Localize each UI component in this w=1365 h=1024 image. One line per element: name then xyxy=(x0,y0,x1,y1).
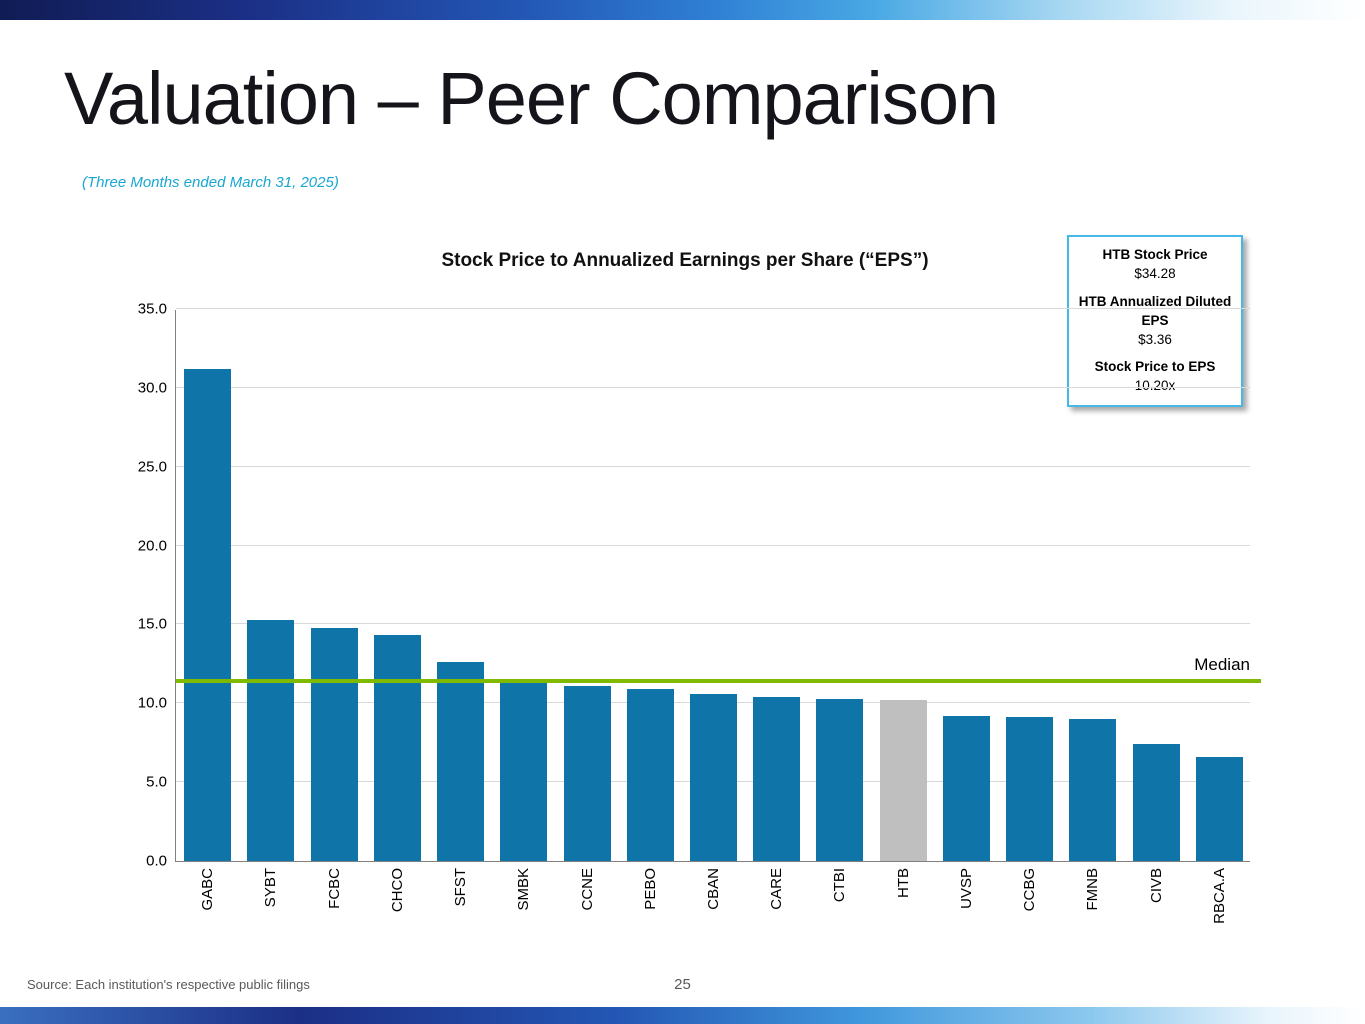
chart-title: Stock Price to Annualized Earnings per S… xyxy=(441,250,929,271)
bar-SYBT xyxy=(247,619,295,861)
top-accent-bar xyxy=(0,0,1365,20)
callout-label: Stock Price to EPS xyxy=(1094,359,1216,375)
source-note: Source: Each institution's respective pu… xyxy=(27,977,310,992)
gridline xyxy=(176,386,1250,388)
median-label: Median xyxy=(1194,655,1250,675)
y-axis-tick-label: 10.0 xyxy=(137,694,167,712)
callout-label: HTB Stock Price xyxy=(1102,247,1208,262)
gridline xyxy=(176,308,1250,309)
bar-SMBK xyxy=(500,681,548,861)
x-axis-label: GABC xyxy=(199,868,217,911)
bar-CIVB xyxy=(1132,744,1180,861)
bar-CHCO xyxy=(373,635,421,861)
callout-value: 10.20x xyxy=(1134,378,1176,394)
bar-CTBI xyxy=(816,698,864,861)
bar-FCBC xyxy=(310,627,358,861)
x-axis-label: CTBI xyxy=(831,868,849,903)
callout-group-price-to-eps: Stock Price to EPS 10.20x xyxy=(1075,358,1235,396)
y-axis-tick-label: 20.0 xyxy=(137,537,167,555)
bar-GABC xyxy=(184,368,232,861)
callout-label: HTB Annualized Diluted EPS xyxy=(1078,293,1232,328)
y-axis-tick-label: 35.0 xyxy=(137,300,167,318)
bar-SFST xyxy=(437,662,485,861)
htb-callout-box: HTB Stock Price $34.28 HTB Annualized Di… xyxy=(1067,235,1243,408)
bar-CCNE xyxy=(563,685,611,861)
x-axis-label: FMNB xyxy=(1084,868,1102,911)
x-axis-label: CHCO xyxy=(388,868,406,913)
x-axis-label: CARE xyxy=(768,868,786,910)
x-axis-label: SYBT xyxy=(262,868,280,908)
y-axis-tick-label: 5.0 xyxy=(146,773,167,791)
y-axis-tick-label: 15.0 xyxy=(137,615,167,633)
y-axis-tick-label: 25.0 xyxy=(137,458,167,476)
x-axis-label: PEBO xyxy=(641,868,659,910)
gridline xyxy=(176,623,1250,625)
y-axis-tick-label: 30.0 xyxy=(137,379,167,397)
callout-value: $34.28 xyxy=(1134,265,1176,281)
callout-value: $3.36 xyxy=(1138,331,1172,347)
median-line xyxy=(176,679,1261,684)
bar-CARE xyxy=(753,696,801,861)
callout-group-diluted-eps: HTB Annualized Diluted EPS $3.36 xyxy=(1075,293,1235,350)
bar-PEBO xyxy=(626,689,674,861)
bar-CCBG xyxy=(1006,717,1054,861)
y-axis-tick-label: 0.0 xyxy=(146,852,167,870)
x-axis-label: SMBK xyxy=(515,868,533,911)
x-axis-label: CBAN xyxy=(704,868,722,910)
x-axis-label: CCBG xyxy=(1021,868,1039,912)
x-axis-label: CCNE xyxy=(578,868,596,911)
bar-CBAN xyxy=(690,693,737,861)
x-axis-label: HTB xyxy=(894,868,912,898)
x-axis-label: SFST xyxy=(452,868,470,907)
bar-RBCA.A xyxy=(1195,756,1243,861)
callout-group-stock-price: HTB Stock Price $34.28 xyxy=(1075,246,1235,284)
slide-subtitle: (Three Months ended March 31, 2025) xyxy=(82,174,339,191)
x-axis-label: UVSP xyxy=(957,868,975,909)
x-axis-label: RBCA.A xyxy=(1210,868,1228,924)
plot-area: Median 0.0 5.0 10.0 15.0 20.0 25.0 30.0 35.0 GAB… xyxy=(138,301,1261,924)
page-title: Valuation – Peer Comparison xyxy=(64,57,999,140)
x-axis-label: CIVB xyxy=(1147,868,1165,904)
x-axis-label: FCBC xyxy=(325,868,343,909)
bar-UVSP xyxy=(942,715,990,861)
gridline xyxy=(176,544,1250,546)
gridline xyxy=(176,465,1250,467)
bottom-accent-bar xyxy=(0,1007,1365,1024)
bar-HTB xyxy=(879,700,927,861)
bar-FMNB xyxy=(1069,719,1117,861)
